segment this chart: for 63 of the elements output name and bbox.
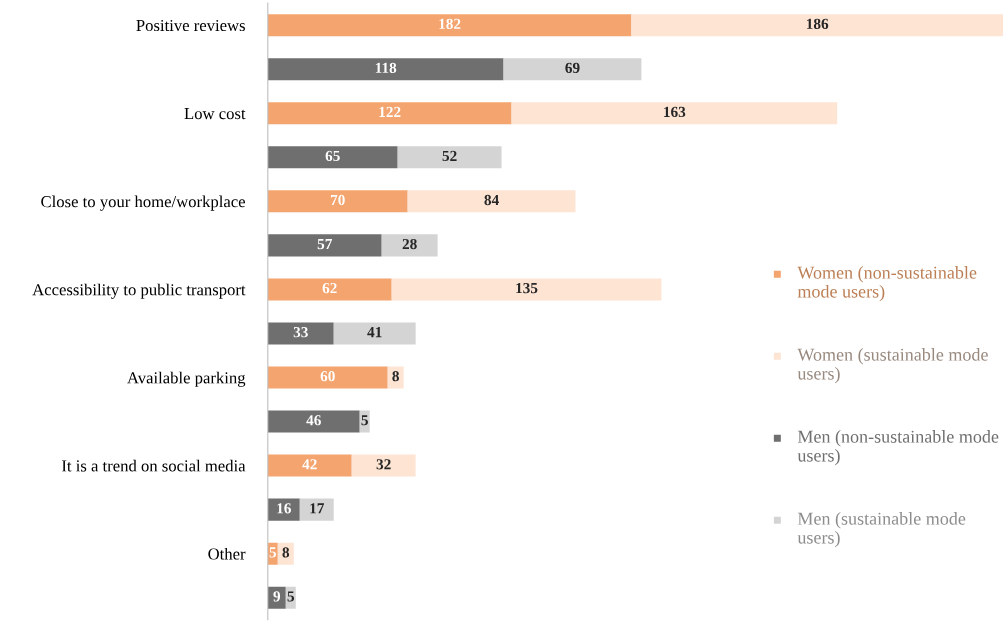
data-label: 41 — [367, 327, 382, 338]
y-tick-label: Low cost — [184, 108, 246, 120]
legend-label: Women (sustainable mode users) — [797, 348, 988, 384]
bar — [267, 498, 300, 521]
bar — [267, 586, 286, 609]
data-label: 57 — [317, 239, 333, 250]
data-label: 5 — [287, 591, 295, 602]
bar — [407, 190, 576, 213]
legend-label: Men (non-sustainable mode users) — [797, 430, 999, 466]
data-label: 16 — [277, 503, 291, 514]
bar — [503, 58, 642, 81]
data-label: 52 — [442, 150, 457, 162]
bar — [267, 190, 408, 213]
bar — [267, 102, 512, 125]
bar — [267, 14, 632, 37]
bar — [333, 322, 416, 345]
data-label: 33 — [293, 327, 308, 338]
bar — [267, 278, 392, 301]
data-label: 46 — [306, 415, 321, 426]
bar — [631, 14, 1003, 37]
bar — [267, 146, 398, 169]
bar — [299, 498, 334, 521]
bar — [267, 58, 504, 81]
bar — [267, 366, 388, 389]
data-label: 84 — [484, 194, 499, 206]
y-tick-label: Positive reviews — [136, 19, 245, 32]
data-label: 69 — [565, 62, 580, 74]
y-tick-label: Other — [208, 547, 246, 560]
data-label: 62 — [322, 282, 337, 294]
data-label: 135 — [516, 282, 538, 294]
data-label: 32 — [376, 459, 391, 470]
bar — [511, 102, 838, 125]
bar — [267, 234, 382, 257]
bar — [391, 278, 662, 301]
y-tick-label: Accessibility to public transport — [32, 283, 246, 299]
data-label: 163 — [664, 106, 686, 118]
bar — [351, 454, 416, 477]
bar — [267, 454, 352, 477]
data-label: 70 — [330, 194, 345, 206]
data-label: 9 — [273, 591, 281, 602]
data-label: 8 — [282, 547, 290, 558]
data-label: 42 — [302, 459, 317, 470]
bar — [381, 234, 438, 257]
data-label: 5 — [361, 415, 368, 426]
data-label: 17 — [310, 503, 325, 514]
bar — [267, 322, 334, 345]
y-tick-label: Available parking — [127, 371, 246, 387]
data-label: 182 — [439, 18, 461, 29]
bar — [387, 366, 404, 389]
data-label: 122 — [379, 106, 401, 117]
legend-label: Men (sustainable mode users) — [797, 512, 966, 548]
bar — [267, 410, 360, 433]
data-label: 28 — [402, 238, 417, 250]
y-tick-label: Close to your home/workplace — [41, 195, 245, 211]
y-tick-label: It is a trend on social media — [61, 459, 246, 472]
data-label: 65 — [325, 150, 340, 162]
bar — [397, 146, 502, 169]
data-label: 186 — [806, 18, 829, 29]
legend-label: Women (non-sustainable mode users) — [797, 266, 977, 302]
data-label: 5 — [269, 547, 277, 558]
data-label: 60 — [320, 371, 335, 382]
data-label: 8 — [392, 371, 399, 382]
data-label: 118 — [375, 62, 397, 74]
